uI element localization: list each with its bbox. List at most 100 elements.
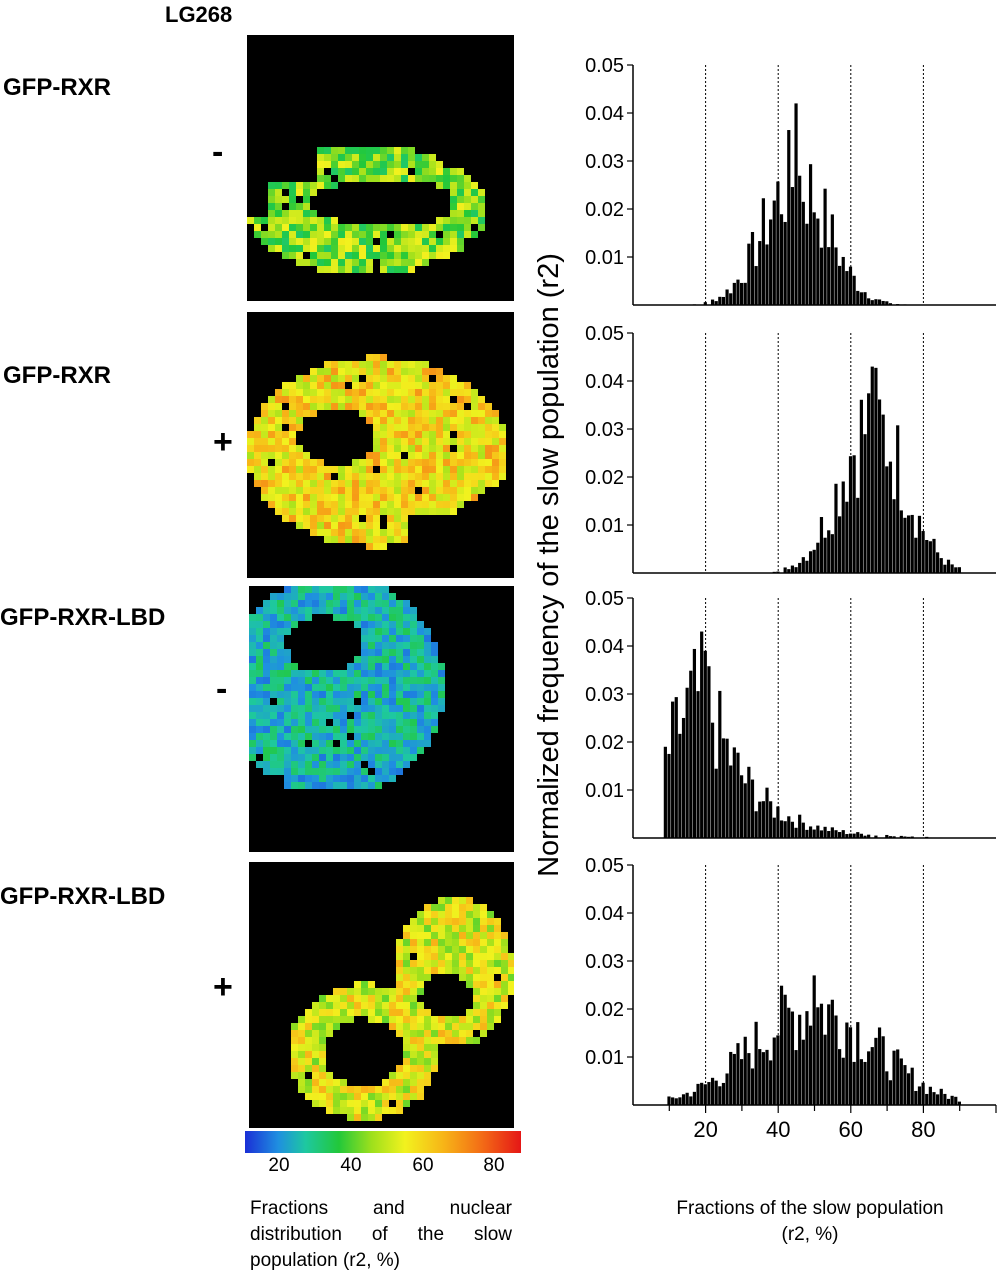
histogram-bar	[714, 768, 718, 838]
histogram-bar	[827, 831, 831, 838]
histogram-bar	[852, 833, 856, 838]
histogram-bar	[812, 212, 816, 305]
histogram-bar	[750, 1068, 755, 1105]
histogram-bar	[812, 975, 816, 1105]
histogram-bar	[801, 1039, 805, 1105]
histogram-bar	[906, 515, 911, 573]
histogram-bar	[838, 516, 842, 573]
histogram-bar	[859, 399, 863, 573]
histogram-bar	[932, 1092, 936, 1105]
histogram-bar	[852, 275, 856, 305]
histogram-bar	[725, 1073, 729, 1105]
histogram-bar	[743, 282, 747, 305]
histogram-bar	[917, 515, 922, 573]
histogram-bar	[827, 1004, 831, 1105]
histogram-bar	[852, 455, 856, 573]
histogram-bar	[881, 414, 885, 573]
histogram-bar	[859, 292, 863, 305]
histogram-bar	[903, 1065, 907, 1105]
histogram-bar	[732, 1053, 736, 1105]
histogram-bar	[816, 218, 820, 305]
histogram-bar	[671, 1097, 675, 1105]
colorbar-ticks: 20 40 60 80	[245, 1155, 521, 1185]
histogram-bar	[674, 697, 678, 838]
histogram-bar	[790, 565, 795, 573]
histogram-bar	[689, 1096, 693, 1105]
right-caption-line2: (r2, %)	[781, 1224, 839, 1245]
histogram-bar	[776, 181, 780, 305]
histogram-bar	[888, 461, 893, 573]
histogram-bar	[874, 1037, 878, 1105]
histogram-bar	[714, 1080, 718, 1105]
histogram-bar	[863, 434, 867, 573]
histogram-bar	[856, 832, 860, 838]
histogram-bar	[819, 1003, 824, 1105]
histogram-bar	[725, 289, 729, 305]
histogram-bar	[816, 542, 820, 573]
histogram-bar	[772, 817, 776, 838]
y-tick-label: 0.05	[585, 855, 624, 877]
ligand-sign-2: +	[213, 423, 233, 461]
histogram-bar	[856, 290, 860, 305]
histogram-bar	[863, 835, 867, 838]
histogram-bar	[732, 282, 736, 305]
histogram-bar	[950, 564, 954, 573]
histogram-bar	[848, 833, 853, 838]
nucleus-map-1	[247, 35, 514, 301]
nucleus-map-2	[247, 312, 514, 578]
histogram-bar	[667, 1096, 671, 1105]
histogram-bar	[867, 298, 871, 305]
y-tick-label: 0.04	[585, 371, 624, 393]
histogram-bar	[794, 103, 798, 306]
histogram-bar	[881, 300, 885, 305]
histogram-bar	[707, 1082, 711, 1105]
histogram-bar	[856, 497, 860, 573]
left-caption: Fractions and nuclear distribution of th…	[250, 1198, 512, 1271]
histogram-bar	[939, 558, 943, 573]
histogram-bar	[772, 200, 776, 305]
histogram-bar	[801, 201, 805, 305]
histogram-bar	[892, 1050, 896, 1105]
histogram-bar	[805, 223, 809, 305]
histogram-bar	[725, 738, 729, 838]
histogram-bar	[830, 999, 834, 1105]
histogram-bar	[721, 1082, 726, 1105]
histogram-bar	[750, 779, 755, 838]
histogram-bar	[674, 1098, 678, 1105]
histogram-bar	[790, 1011, 795, 1105]
histogram-bar	[823, 826, 827, 838]
histogram-bar	[834, 1015, 838, 1105]
y-tick-label: 0.05	[585, 323, 624, 345]
colorbar	[245, 1131, 521, 1153]
histogram-chart: 0.01 0.02 0.03 0.04 0.05 0.01 0.02 0.03 0.04 0.05…	[533, 55, 997, 1140]
histogram-bar	[685, 1092, 689, 1105]
histogram-bar	[816, 825, 820, 838]
histogram-bar	[910, 836, 914, 838]
histogram-bar	[823, 1034, 827, 1105]
histogram-bar	[801, 822, 805, 838]
condition-label-4: GFP-RXR-LBD	[0, 883, 166, 910]
histogram-bar	[838, 265, 842, 305]
histogram-bar	[888, 303, 893, 305]
histogram-bar	[943, 564, 947, 573]
histogram-bar	[758, 1049, 762, 1105]
histogram-bar	[845, 834, 849, 838]
histogram-bar	[678, 1097, 682, 1105]
histogram-bar	[729, 293, 733, 305]
histogram-bar	[710, 722, 715, 838]
histogram-bar	[776, 806, 780, 838]
histogram-bar	[805, 1011, 809, 1105]
histogram-bar	[754, 266, 758, 305]
histogram-bar	[754, 811, 758, 838]
histogram-bar	[874, 299, 878, 305]
y-tick-label: 0.01	[585, 1047, 624, 1069]
histogram-bar	[936, 1094, 940, 1105]
histogram-bar	[830, 534, 834, 573]
y-tick-label: 0.03	[585, 684, 624, 706]
histogram-bar	[776, 1035, 780, 1105]
y-tick-label: 0.02	[585, 999, 624, 1021]
histogram-bar	[765, 787, 769, 838]
histogram-bar	[827, 530, 831, 573]
histogram-bar	[892, 499, 896, 573]
histogram-bar	[794, 567, 798, 573]
